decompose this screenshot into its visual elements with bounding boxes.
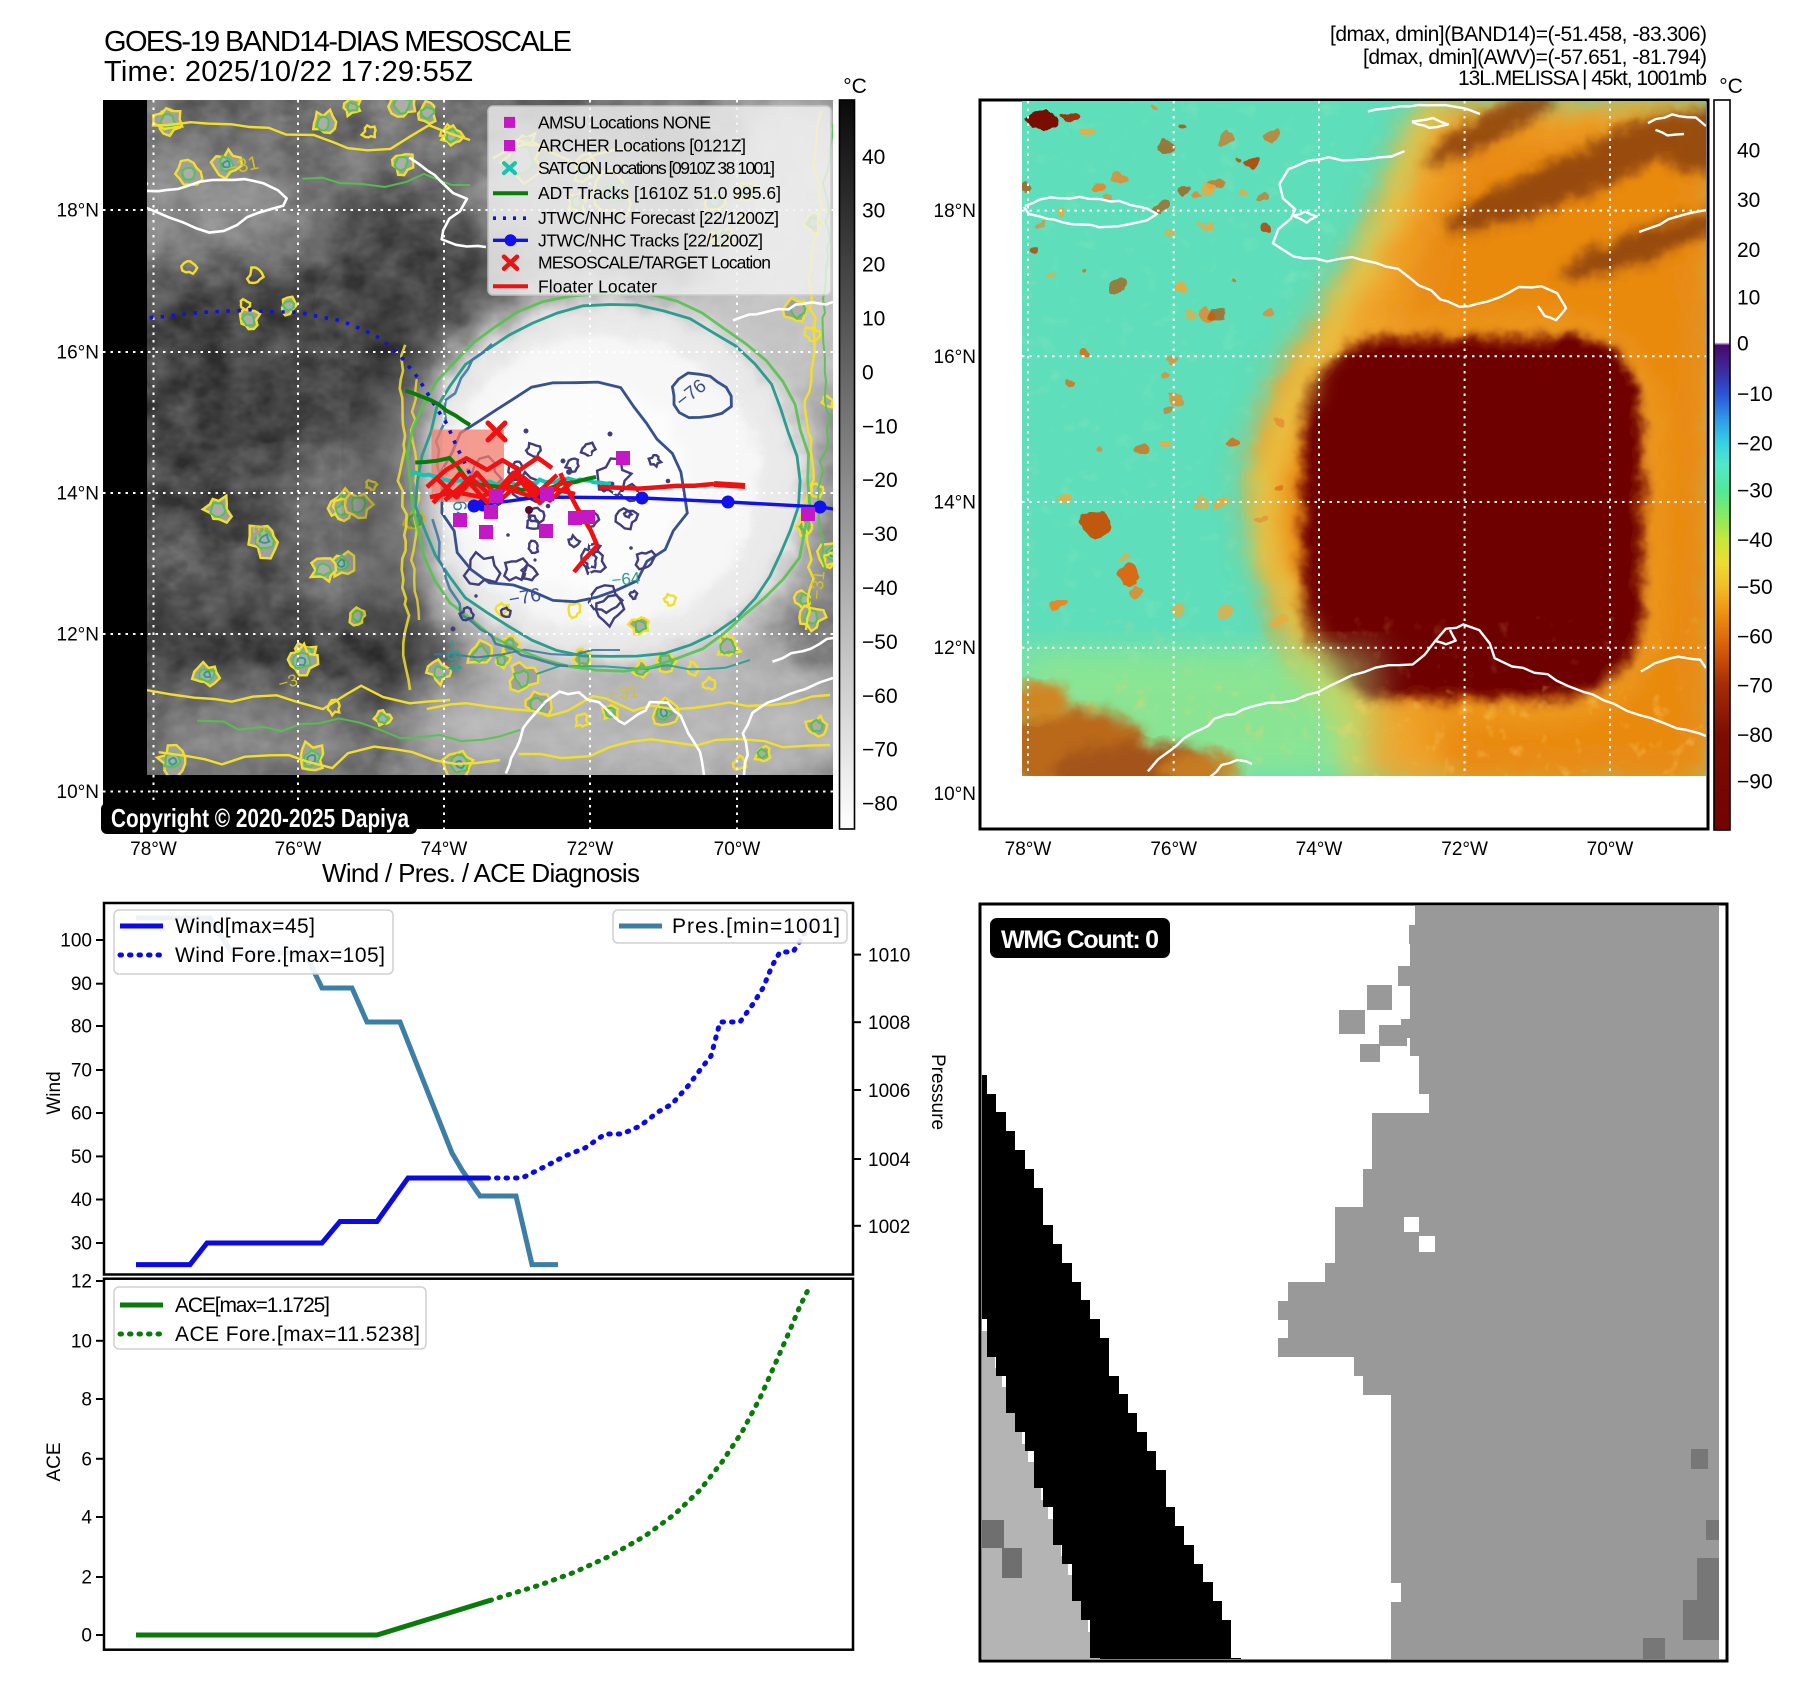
svg-text:8: 8 <box>81 1390 92 1411</box>
svg-text:0: 0 <box>81 1626 92 1647</box>
svg-text:Pres.[min=1001]: Pres.[min=1001] <box>672 915 840 938</box>
svg-text:−60: −60 <box>1737 626 1773 649</box>
svg-text:−80: −80 <box>862 793 898 816</box>
svg-text:10°N: 10°N <box>934 784 976 805</box>
svg-text:78°W: 78°W <box>130 839 177 860</box>
svg-text:2: 2 <box>81 1568 92 1589</box>
svg-text:Copyright © 2020-2025 Dapiya: Copyright © 2020-2025 Dapiya <box>111 803 409 833</box>
svg-text:1008: 1008 <box>868 1013 910 1034</box>
svg-text:1002: 1002 <box>868 1217 910 1238</box>
svg-text:12: 12 <box>71 1272 92 1293</box>
svg-text:10: 10 <box>1737 287 1760 310</box>
svg-text:Wind / Pres. / ACE Diagnosis: Wind / Pres. / ACE Diagnosis <box>322 858 640 888</box>
svg-text:−10: −10 <box>1737 383 1773 406</box>
svg-text:−30: −30 <box>862 523 898 546</box>
svg-text:ARCHER Locations [0121Z]: ARCHER Locations [0121Z] <box>538 136 746 156</box>
svg-text:10°N: 10°N <box>57 782 99 803</box>
svg-text:40: 40 <box>1737 140 1760 163</box>
svg-text:14°N: 14°N <box>934 493 976 514</box>
svg-text:70°W: 70°W <box>714 839 761 860</box>
svg-text:60: 60 <box>71 1104 92 1125</box>
svg-text:−40: −40 <box>862 577 898 600</box>
svg-text:ACE: ACE <box>44 1442 65 1481</box>
svg-text:ACE[max=1.1725]: ACE[max=1.1725] <box>175 1294 330 1317</box>
svg-text:JTWC/NHC Tracks [22/1200Z]: JTWC/NHC Tracks [22/1200Z] <box>538 230 763 250</box>
svg-text:74°W: 74°W <box>421 839 468 860</box>
svg-text:−31: −31 <box>609 683 639 704</box>
svg-text:−64: −64 <box>441 639 465 673</box>
svg-text:0: 0 <box>1737 332 1749 355</box>
svg-text:−3: −3 <box>276 670 300 693</box>
svg-text:SATCON Locations [0910Z 38 100: SATCON Locations [0910Z 38 1001] <box>538 158 775 178</box>
svg-text:80: 80 <box>71 1017 92 1038</box>
svg-text:70°W: 70°W <box>1587 839 1634 860</box>
svg-text:Time: 2025/10/22 17:29:55Z: Time: 2025/10/22 17:29:55Z <box>104 56 473 88</box>
svg-text:10: 10 <box>71 1331 92 1352</box>
svg-text:−50: −50 <box>862 631 898 654</box>
svg-text:76°W: 76°W <box>275 839 322 860</box>
svg-text:[dmax, dmin](AWV)=(-57.651, -8: [dmax, dmin](AWV)=(-57.651, -81.794) <box>1363 46 1707 69</box>
svg-text:−70: −70 <box>1737 674 1773 697</box>
svg-text:40: 40 <box>862 146 885 169</box>
svg-text:−10: −10 <box>862 415 898 438</box>
svg-text:−80: −80 <box>1737 724 1773 747</box>
svg-text:76°W: 76°W <box>1150 839 1197 860</box>
svg-text:−90: −90 <box>1737 771 1773 794</box>
svg-text:Floater Locater: Floater Locater <box>538 276 657 296</box>
svg-text:−31: −31 <box>807 570 828 600</box>
svg-text:72°W: 72°W <box>567 839 614 860</box>
svg-text:AMSU Locations NONE: AMSU Locations NONE <box>538 112 711 132</box>
svg-text:−60: −60 <box>862 685 898 708</box>
svg-text:ACE Fore.[max=11.5238]: ACE Fore.[max=11.5238] <box>175 1323 420 1346</box>
svg-text:18°N: 18°N <box>57 201 99 222</box>
svg-text:Wind[max=45]: Wind[max=45] <box>175 915 315 938</box>
svg-text:[dmax, dmin](BAND14)=(-51.458,: [dmax, dmin](BAND14)=(-51.458, -83.306) <box>1330 23 1707 46</box>
svg-text:20: 20 <box>862 254 885 277</box>
svg-text:−70: −70 <box>862 739 898 762</box>
svg-text:°C: °C <box>1719 75 1743 98</box>
svg-text:6: 6 <box>81 1449 92 1470</box>
svg-text:50: 50 <box>71 1147 92 1168</box>
svg-text:JTWC/NHC Forecast [22/1200Z]: JTWC/NHC Forecast [22/1200Z] <box>538 208 779 228</box>
svg-text:−20: −20 <box>862 469 898 492</box>
svg-text:72°W: 72°W <box>1441 839 1488 860</box>
svg-text:13L.MELISSA | 45kt, 1001mb: 13L.MELISSA | 45kt, 1001mb <box>1458 67 1707 90</box>
svg-text:−40: −40 <box>1737 529 1773 552</box>
svg-text:WMG Count: 0: WMG Count: 0 <box>1001 926 1159 954</box>
svg-text:12°N: 12°N <box>934 638 976 659</box>
svg-text:10: 10 <box>862 308 885 331</box>
svg-text:14°N: 14°N <box>57 484 99 505</box>
svg-text:70: 70 <box>71 1061 92 1082</box>
svg-text:−30: −30 <box>1737 480 1773 503</box>
svg-text:16°N: 16°N <box>57 343 99 364</box>
svg-text:−3: −3 <box>247 523 269 545</box>
svg-text:Wind Fore.[max=105]: Wind Fore.[max=105] <box>175 944 385 967</box>
svg-text:°C: °C <box>843 75 867 98</box>
svg-text:18°N: 18°N <box>934 201 976 222</box>
svg-text:−64: −64 <box>611 569 641 590</box>
svg-text:1004: 1004 <box>868 1150 911 1171</box>
svg-text:100: 100 <box>60 931 92 952</box>
svg-text:16°N: 16°N <box>934 347 976 368</box>
svg-text:20: 20 <box>1737 239 1760 262</box>
svg-text:−20: −20 <box>1737 433 1773 456</box>
svg-text:12°N: 12°N <box>57 625 99 646</box>
svg-text:ADT Tracks [1610Z 51.0 995.6]: ADT Tracks [1610Z 51.0 995.6] <box>538 183 781 203</box>
svg-text:−50: −50 <box>1737 576 1773 599</box>
svg-text:0: 0 <box>862 361 874 384</box>
svg-text:30: 30 <box>862 200 885 223</box>
svg-text:Pressure: Pressure <box>927 1054 948 1130</box>
svg-text:MESOSCALE/TARGET Location: MESOSCALE/TARGET Location <box>538 253 771 273</box>
svg-text:90: 90 <box>71 974 92 995</box>
svg-text:40: 40 <box>71 1190 92 1211</box>
svg-text:1006: 1006 <box>868 1081 910 1102</box>
svg-text:30: 30 <box>1737 189 1760 212</box>
svg-text:Wind: Wind <box>44 1071 65 1114</box>
svg-text:GOES-19 BAND14-DIAS MESOSCALE: GOES-19 BAND14-DIAS MESOSCALE <box>104 26 572 58</box>
svg-text:74°W: 74°W <box>1296 839 1343 860</box>
svg-text:30: 30 <box>71 1234 92 1255</box>
svg-text:78°W: 78°W <box>1005 839 1052 860</box>
svg-text:1010: 1010 <box>868 946 910 967</box>
svg-text:4: 4 <box>81 1508 92 1529</box>
